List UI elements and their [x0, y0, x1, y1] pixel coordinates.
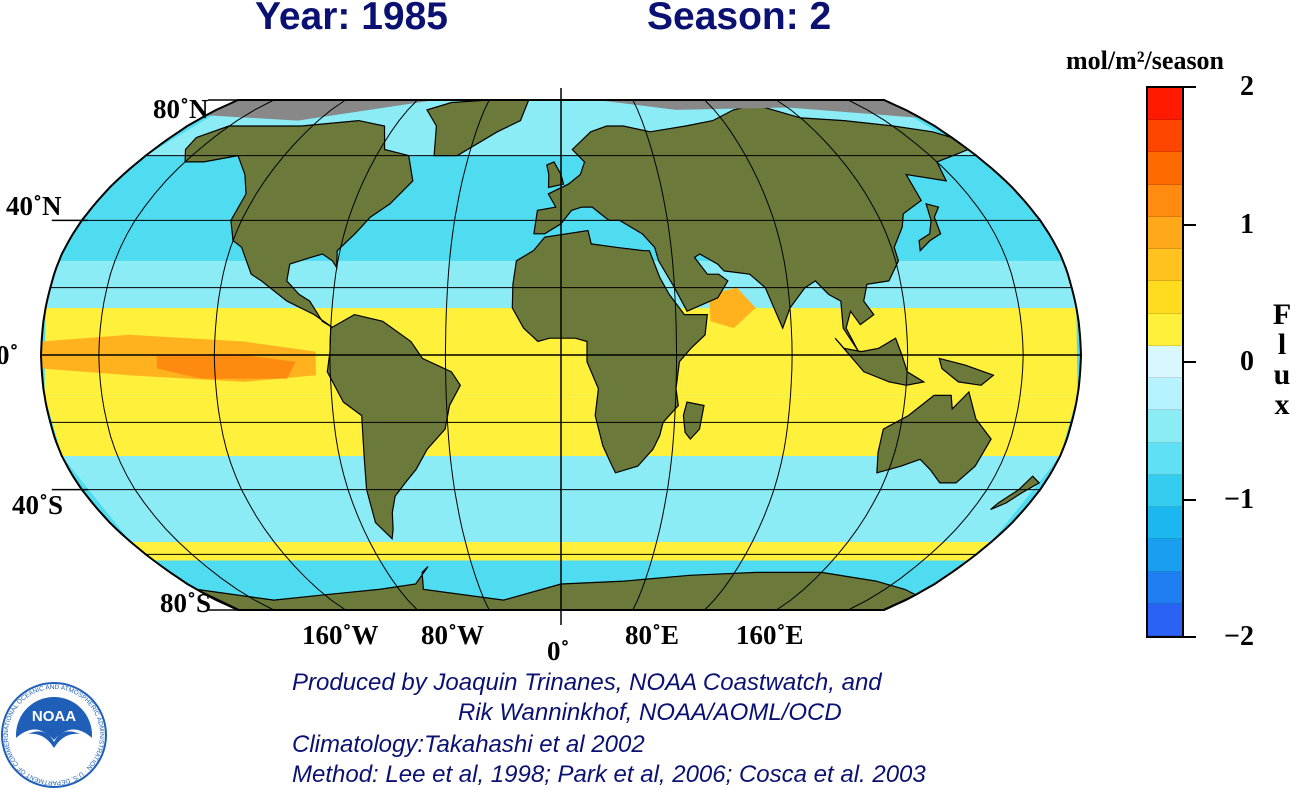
- lat-label-80s: 80˚S: [160, 588, 212, 618]
- year-title: Year: 1985: [255, 0, 449, 38]
- colorbar-label-2: 2: [1240, 71, 1254, 102]
- land-mass: [682, 401, 705, 441]
- colorbar-segment: [1148, 539, 1182, 572]
- credit-line-2: Rik Wanninkhof, NOAA/AOML/OCD: [458, 699, 842, 726]
- lon-label-0: 0˚: [547, 636, 570, 666]
- lon-label-80w: 80˚W: [421, 620, 484, 650]
- land-mass: [196, 566, 918, 610]
- colorbar-segment: [1148, 410, 1182, 443]
- colorbar: [1146, 86, 1184, 638]
- colorbar-label-minus2: −2: [1224, 621, 1254, 652]
- noaa-logo-text: NOAA: [32, 708, 76, 725]
- colorbar-label-1: 1: [1240, 209, 1254, 240]
- no-data-area: [596, 100, 921, 118]
- colorbar-tick: [1184, 361, 1196, 363]
- colorbar-label-minus1: −1: [1224, 484, 1254, 515]
- colorbar-segment: [1148, 216, 1182, 250]
- lat-label-80n: 80˚N: [153, 94, 209, 124]
- colorbar-segment: [1148, 571, 1182, 604]
- colorbar-tick: [1184, 224, 1196, 226]
- land-mass: [876, 390, 992, 484]
- colorbar-units: mol/m²/season: [1066, 46, 1225, 75]
- map-axis-lines: [40, 88, 1080, 625]
- credit-line-4: Method: Lee et al, 1998; Park et al, 200…: [292, 761, 926, 788]
- land-mass: [834, 337, 926, 386]
- colorbar-segment: [1148, 281, 1182, 314]
- land-mass: [918, 202, 942, 253]
- colorbar-segment: [1148, 249, 1182, 282]
- colorbar-segment: [1148, 313, 1182, 346]
- colorbar-tick: [1184, 86, 1196, 88]
- lon-label-160e: 160˚E: [736, 620, 804, 650]
- colorbar-segment: [1148, 378, 1182, 411]
- colorbar-tick: [1184, 499, 1196, 501]
- colorbar-axis-label: F l u x: [1270, 300, 1294, 420]
- colorbar-segment: [1148, 474, 1182, 508]
- flux-patch: [709, 287, 756, 329]
- colorbar-tick: [1184, 636, 1196, 638]
- flux-letter: x: [1274, 388, 1290, 421]
- colorbar-segment: [1148, 184, 1182, 217]
- lon-label-160w: 160˚W: [302, 620, 379, 650]
- flux-letter: F: [1272, 298, 1292, 331]
- land-mass: [938, 357, 995, 386]
- colorbar-segment: [1148, 603, 1182, 636]
- colorbar-label-0: 0: [1240, 346, 1254, 377]
- credit-line-3: Climatology:Takahashi et al 2002: [292, 731, 645, 758]
- noaa-logo: NATIONAL OCEANIC AND ATMOSPHERIC ADMINIS…: [0, 682, 107, 788]
- flux-letter: l: [1277, 328, 1287, 361]
- flux-letter: u: [1273, 358, 1291, 391]
- colorbar-segment: [1148, 442, 1182, 475]
- lon-label-80e: 80˚E: [625, 620, 679, 650]
- land-mass: [990, 475, 1041, 511]
- colorbar-segment: [1148, 152, 1182, 185]
- land-mass: [184, 119, 414, 329]
- colorbar-segment: [1148, 345, 1182, 379]
- colorbar-segment: [1148, 120, 1182, 153]
- flux-patch: [156, 355, 296, 379]
- lat-label-equator: 0˚: [0, 340, 19, 370]
- colorbar-segment: [1148, 88, 1182, 121]
- colorbar-segment: [1148, 507, 1182, 540]
- season-title: Season: 2: [647, 0, 832, 38]
- credit-line-1: Produced by Joaquin Trinanes, NOAA Coast…: [292, 669, 882, 696]
- land-mass: [533, 104, 970, 352]
- lat-label-40n: 40˚N: [6, 191, 62, 221]
- land-mass: [546, 161, 565, 189]
- lat-label-40s: 40˚S: [12, 490, 64, 520]
